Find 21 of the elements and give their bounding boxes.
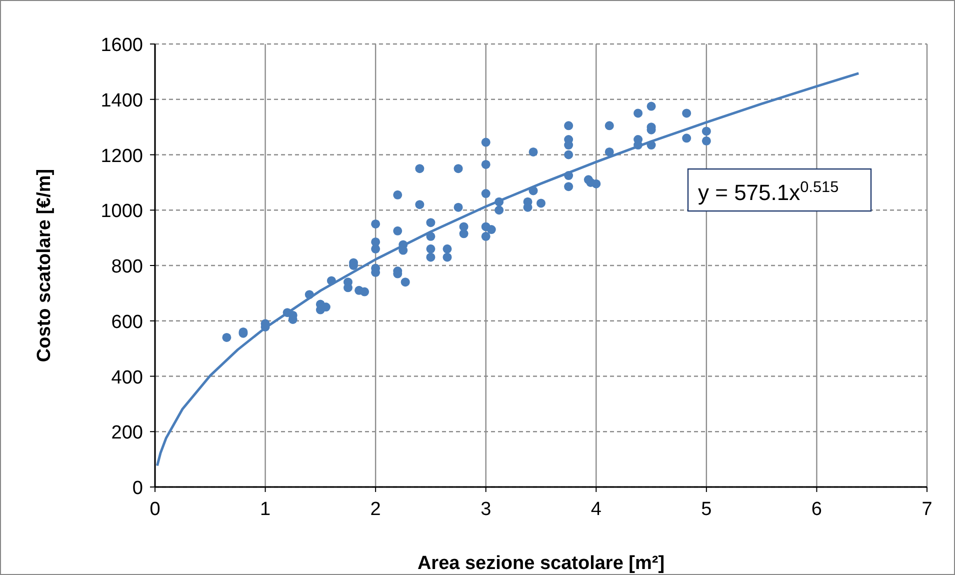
y-tick-label: 1200 <box>100 146 143 167</box>
x-tick-label: 0 <box>150 499 160 520</box>
y-tick-label: 1400 <box>100 90 143 112</box>
y-tick-label: 600 <box>111 312 143 333</box>
x-tick-label: 2 <box>370 499 381 520</box>
y-tick-label: 1600 <box>100 35 143 56</box>
x-tick-label: 4 <box>590 499 602 520</box>
y-tick-label: 800 <box>111 256 143 278</box>
x-axis-title: Area sezione scatolare [m²] <box>417 553 665 574</box>
y-tick-label: 0 <box>132 478 143 499</box>
x-tick-label: 3 <box>480 499 492 520</box>
x-tick-label: 6 <box>811 499 822 520</box>
y-tick-label: 1000 <box>100 201 143 222</box>
y-tick-label: 400 <box>111 367 143 388</box>
annotation: y = 575.1x$^{0.515}$ <box>698 178 839 205</box>
x-tick-label: 5 <box>701 499 712 520</box>
y-tick-label: 200 <box>111 422 143 444</box>
y-axis-title: Costo scatolare [€/m] <box>34 168 55 362</box>
x-tick-label: 7 <box>922 499 932 520</box>
line-series <box>156 72 860 467</box>
x-tick-label: 1 <box>260 499 271 520</box>
